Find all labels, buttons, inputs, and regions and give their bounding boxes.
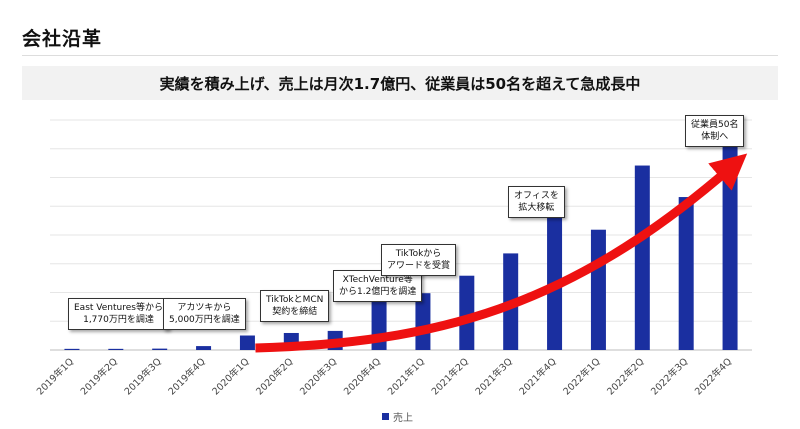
- callout-staff: 従業員50名 体制へ: [685, 115, 745, 147]
- bar-2019年1Q: [64, 348, 80, 350]
- x-tick-label: 2019年1Q: [34, 356, 76, 398]
- callout-line: 体制へ: [701, 132, 729, 142]
- bar-2019年2Q: [108, 348, 124, 350]
- bar-2019年4Q: [196, 346, 212, 350]
- headline-band: 実績を積み上げ、売上は月次1.7億円、従業員は50名を超えて急成長中: [22, 66, 778, 100]
- legend-swatch: [382, 413, 389, 420]
- callout-line: 1,770万円を調達: [83, 315, 154, 325]
- x-tick-label: 2022年4Q: [692, 356, 734, 398]
- headline-text: 実績を積み上げ、売上は月次1.7億円、従業員は50名を超えて急成長中: [159, 74, 641, 93]
- bar-2021年2Q: [459, 275, 475, 350]
- x-tick-label: 2022年2Q: [605, 356, 647, 398]
- x-tick-label: 2021年2Q: [429, 356, 471, 398]
- callout-akatsuki: アカツキから 5,000万円を調達: [163, 298, 246, 330]
- callout-line: 従業員50名: [691, 120, 739, 130]
- x-tick-label: 2022年3Q: [648, 356, 690, 398]
- callout-line: アワードを受賞: [387, 261, 451, 271]
- callout-office: オフィスを 拡大移転: [508, 186, 565, 218]
- bar-2022年2Q: [634, 165, 650, 350]
- bar-2022年1Q: [590, 229, 606, 350]
- x-tick-label: 2020年3Q: [297, 356, 339, 398]
- callout-east-ventures: East Ventures等から 1,770万円を調達: [68, 298, 169, 330]
- x-tick-label: 2021年4Q: [517, 356, 559, 398]
- callout-line: TikTokとMCN: [266, 295, 324, 305]
- bar-2022年4Q: [722, 142, 738, 350]
- growth-arrow: [255, 153, 748, 353]
- title-divider: [22, 55, 778, 56]
- callout-line: から1.2億円を調達: [339, 287, 417, 297]
- bar-2020年1Q: [239, 335, 255, 350]
- x-tick-label: 2021年3Q: [473, 356, 515, 398]
- callout-award: TikTokから アワードを受賞: [381, 244, 457, 276]
- callout-line: オフィスを: [514, 191, 559, 201]
- callout-line: TikTokから: [395, 249, 442, 259]
- chart-legend: 売上: [382, 409, 413, 424]
- callout-line: 拡大移転: [518, 203, 555, 213]
- x-tick-label: 2022年1Q: [561, 356, 603, 398]
- callout-line: XTechVenture等: [342, 275, 413, 285]
- x-tick-label: 2019年2Q: [78, 356, 120, 398]
- callout-line: 5,000万円を調達: [169, 315, 240, 325]
- x-tick-label: 2020年1Q: [210, 356, 252, 398]
- x-tick-labels: 2019年1Q 2019年2Q 2019年3Q 2019年4Q 2020年1Q 2020年…: [34, 356, 734, 398]
- bar-2019年3Q: [152, 348, 168, 350]
- callout-line: East Ventures等から: [74, 303, 163, 313]
- callout-line: 契約を締結: [272, 307, 318, 317]
- x-tick-label: 2020年4Q: [341, 356, 383, 398]
- legend-label: 売上: [393, 413, 413, 424]
- callout-line: アカツキから: [177, 303, 232, 313]
- bar-2021年1Q: [415, 293, 431, 350]
- page-title: 会社沿革: [22, 28, 103, 50]
- x-tick-label: 2019年4Q: [166, 356, 208, 398]
- x-tick-label: 2019年3Q: [122, 356, 164, 398]
- callout-mcn: TikTokとMCN 契約を締結: [260, 290, 330, 322]
- x-tick-label: 2021年1Q: [385, 356, 427, 398]
- bar-2022年3Q: [678, 197, 694, 350]
- x-tick-label: 2020年2Q: [254, 356, 296, 398]
